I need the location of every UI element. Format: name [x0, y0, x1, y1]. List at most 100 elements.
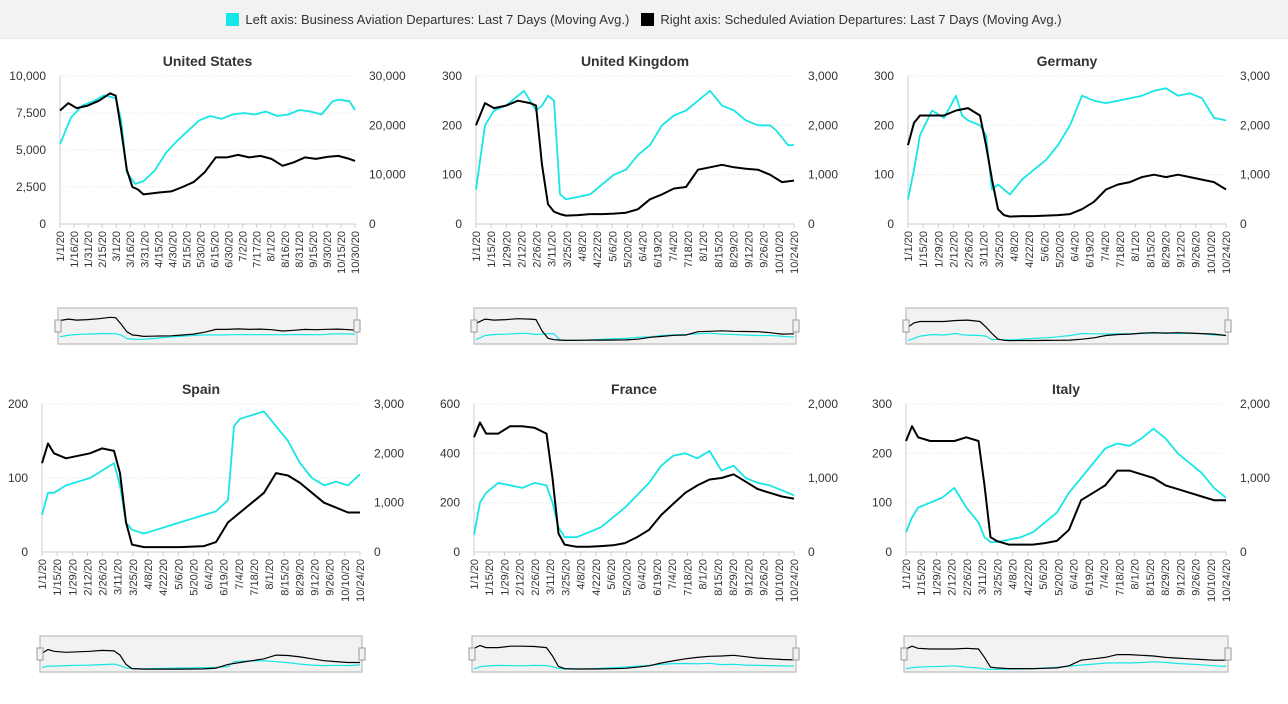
x-tick-label: 6/30/20 — [224, 231, 236, 268]
right-tick-label: 0 — [1240, 545, 1247, 559]
x-tick-label: 1/15/20 — [916, 559, 928, 596]
navigator-handle-left[interactable] — [900, 647, 908, 661]
navigator-handle-left[interactable] — [468, 647, 476, 661]
x-tick-label: 1/31/20 — [83, 231, 95, 268]
chart-title-italy: Italy — [1052, 381, 1080, 397]
x-tick-label: 10/24/20 — [789, 231, 801, 274]
x-tick-label: 8/29/20 — [728, 559, 740, 596]
x-tick-label: 2/26/20 — [530, 559, 542, 596]
x-tick-label: 3/31/20 — [139, 231, 151, 268]
left-tick-label: 0 — [39, 217, 46, 231]
x-tick-label: 9/12/20 — [1176, 231, 1188, 268]
legend-item-left-axis[interactable]: Left axis: Business Aviation Departures:… — [226, 12, 629, 27]
x-tick-label: 8/29/20 — [728, 231, 740, 268]
chart-legend: Left axis: Business Aviation Departures:… — [0, 0, 1288, 39]
left-tick-label: 10,000 — [9, 69, 46, 83]
x-tick-label: 7/4/20 — [234, 559, 246, 590]
x-tick-label: 7/18/20 — [1115, 231, 1127, 268]
x-tick-label: 9/15/20 — [308, 231, 320, 268]
x-tick-label: 10/24/20 — [1221, 559, 1233, 602]
series-line-scheduled-aviation — [473, 421, 795, 548]
navigator-handle-right[interactable] — [792, 647, 800, 661]
x-tick-label: 4/15/20 — [153, 231, 165, 268]
x-tick-label: 3/1/20 — [111, 231, 123, 262]
navigator-handle-right[interactable] — [792, 319, 800, 333]
navigator-handle-right[interactable] — [358, 647, 366, 661]
x-tick-label: 8/31/20 — [294, 231, 306, 268]
right-tick-label: 0 — [369, 217, 376, 231]
navigator-series-line — [475, 318, 795, 342]
chart-panel-united-states: United States 0 2,500 5,000 7,500 10,000 0 10,0… — [0, 46, 420, 376]
navigator-handle-left[interactable] — [36, 647, 44, 661]
chart-svg-france: France 0 200 400 600 0 1,000 2,000 1/1/20 1/15/20… — [440, 381, 838, 673]
legend-item-right-axis[interactable]: Right axis: Scheduled Aviation Departure… — [641, 12, 1062, 27]
x-tick-label: 2/26/20 — [962, 559, 974, 596]
x-tick-label: 10/10/20 — [774, 559, 786, 602]
x-tick-label: 8/15/20 — [713, 231, 725, 268]
chart-panel-france: France 0 200 400 600 0 1,000 2,000 1/1/20 1/15/20… — [432, 374, 852, 704]
x-tick-label: 1/1/20 — [903, 231, 915, 262]
x-tick-label: 6/19/20 — [1084, 559, 1096, 596]
x-tick-label: 7/4/20 — [1099, 559, 1111, 590]
x-tick-label: 1/29/20 — [67, 559, 79, 596]
x-tick-label: 5/20/20 — [1053, 559, 1065, 596]
right-tick-label: 2,000 — [808, 397, 838, 411]
navigator-series-line — [905, 645, 1226, 670]
left-tick-label: 7,500 — [16, 106, 46, 120]
navigator-handle-right[interactable] — [353, 319, 361, 333]
x-tick-label: 9/26/20 — [759, 559, 771, 596]
navigator-handle-right[interactable] — [1224, 319, 1232, 333]
x-tick-label: 3/25/20 — [994, 231, 1006, 268]
legend-swatch-cyan — [226, 12, 240, 26]
navigator-handle-right[interactable] — [1224, 647, 1232, 661]
x-tick-label: 3/25/20 — [562, 231, 574, 268]
chart-title-germany: Germany — [1037, 53, 1098, 69]
x-tick-label: 9/26/20 — [1191, 231, 1203, 268]
x-tick-label: 2/12/20 — [516, 231, 528, 268]
x-tick-label: 5/6/20 — [173, 559, 185, 590]
right-tick-label: 3,000 — [808, 69, 838, 83]
x-tick-label: 7/18/20 — [1114, 559, 1126, 596]
x-tick-label: 10/10/20 — [1206, 231, 1218, 274]
x-tick-label: 4/8/20 — [143, 559, 155, 590]
x-tick-label: 5/6/20 — [1038, 559, 1050, 590]
x-tick-label: 1/16/20 — [69, 231, 81, 268]
x-tick-label: 6/15/20 — [210, 231, 222, 268]
x-tick-label: 10/10/20 — [340, 559, 352, 602]
left-tick-label: 100 — [872, 496, 892, 510]
x-tick-label: 3/11/20 — [113, 559, 125, 595]
navigator-handle-left[interactable] — [470, 319, 478, 333]
x-tick-label: 5/20/20 — [188, 559, 200, 596]
x-tick-label: 5/6/20 — [606, 559, 618, 590]
x-tick-label: 9/12/20 — [1175, 559, 1187, 596]
right-tick-label: 30,000 — [369, 69, 406, 83]
left-tick-label: 300 — [872, 397, 892, 411]
x-tick-label: 7/18/20 — [249, 559, 261, 596]
x-tick-label: 2/12/20 — [947, 559, 959, 596]
x-tick-label: 8/15/20 — [279, 559, 291, 596]
left-tick-label: 200 — [442, 118, 462, 132]
series-line-scheduled-aviation — [905, 425, 1226, 546]
chart-svg-united-kingdom: United Kingdom 0 100 200 300 0 1,000 2,000 3,000… — [442, 53, 838, 345]
x-tick-label: 1/1/20 — [471, 231, 483, 262]
right-tick-label: 2,000 — [1240, 397, 1270, 411]
x-tick-label: 1/29/20 — [501, 231, 513, 268]
navigator-handle-left[interactable] — [902, 319, 910, 333]
x-tick-label: 10/24/20 — [789, 559, 801, 602]
x-tick-label: 10/15/20 — [336, 231, 348, 274]
navigator-handle-left[interactable] — [54, 319, 62, 333]
x-tick-label: 8/29/20 — [294, 559, 306, 596]
chart-panel-spain: Spain 0 100 200 0 1,000 2,000 3,000 1/1/20 1/15/2… — [0, 374, 420, 704]
left-tick-label: 0 — [887, 217, 894, 231]
series-line-scheduled-aviation — [41, 442, 360, 549]
x-tick-label: 6/19/20 — [1085, 231, 1097, 268]
x-tick-label: 3/11/20 — [547, 231, 559, 267]
x-tick-label: 5/20/20 — [622, 231, 634, 268]
x-tick-label: 8/15/20 — [1145, 559, 1157, 596]
x-tick-label: 2/15/20 — [97, 231, 109, 268]
left-tick-label: 200 — [8, 397, 28, 411]
x-tick-label: 3/11/20 — [545, 559, 557, 595]
x-tick-label: 7/18/20 — [682, 559, 694, 596]
x-tick-label: 8/15/20 — [713, 559, 725, 596]
